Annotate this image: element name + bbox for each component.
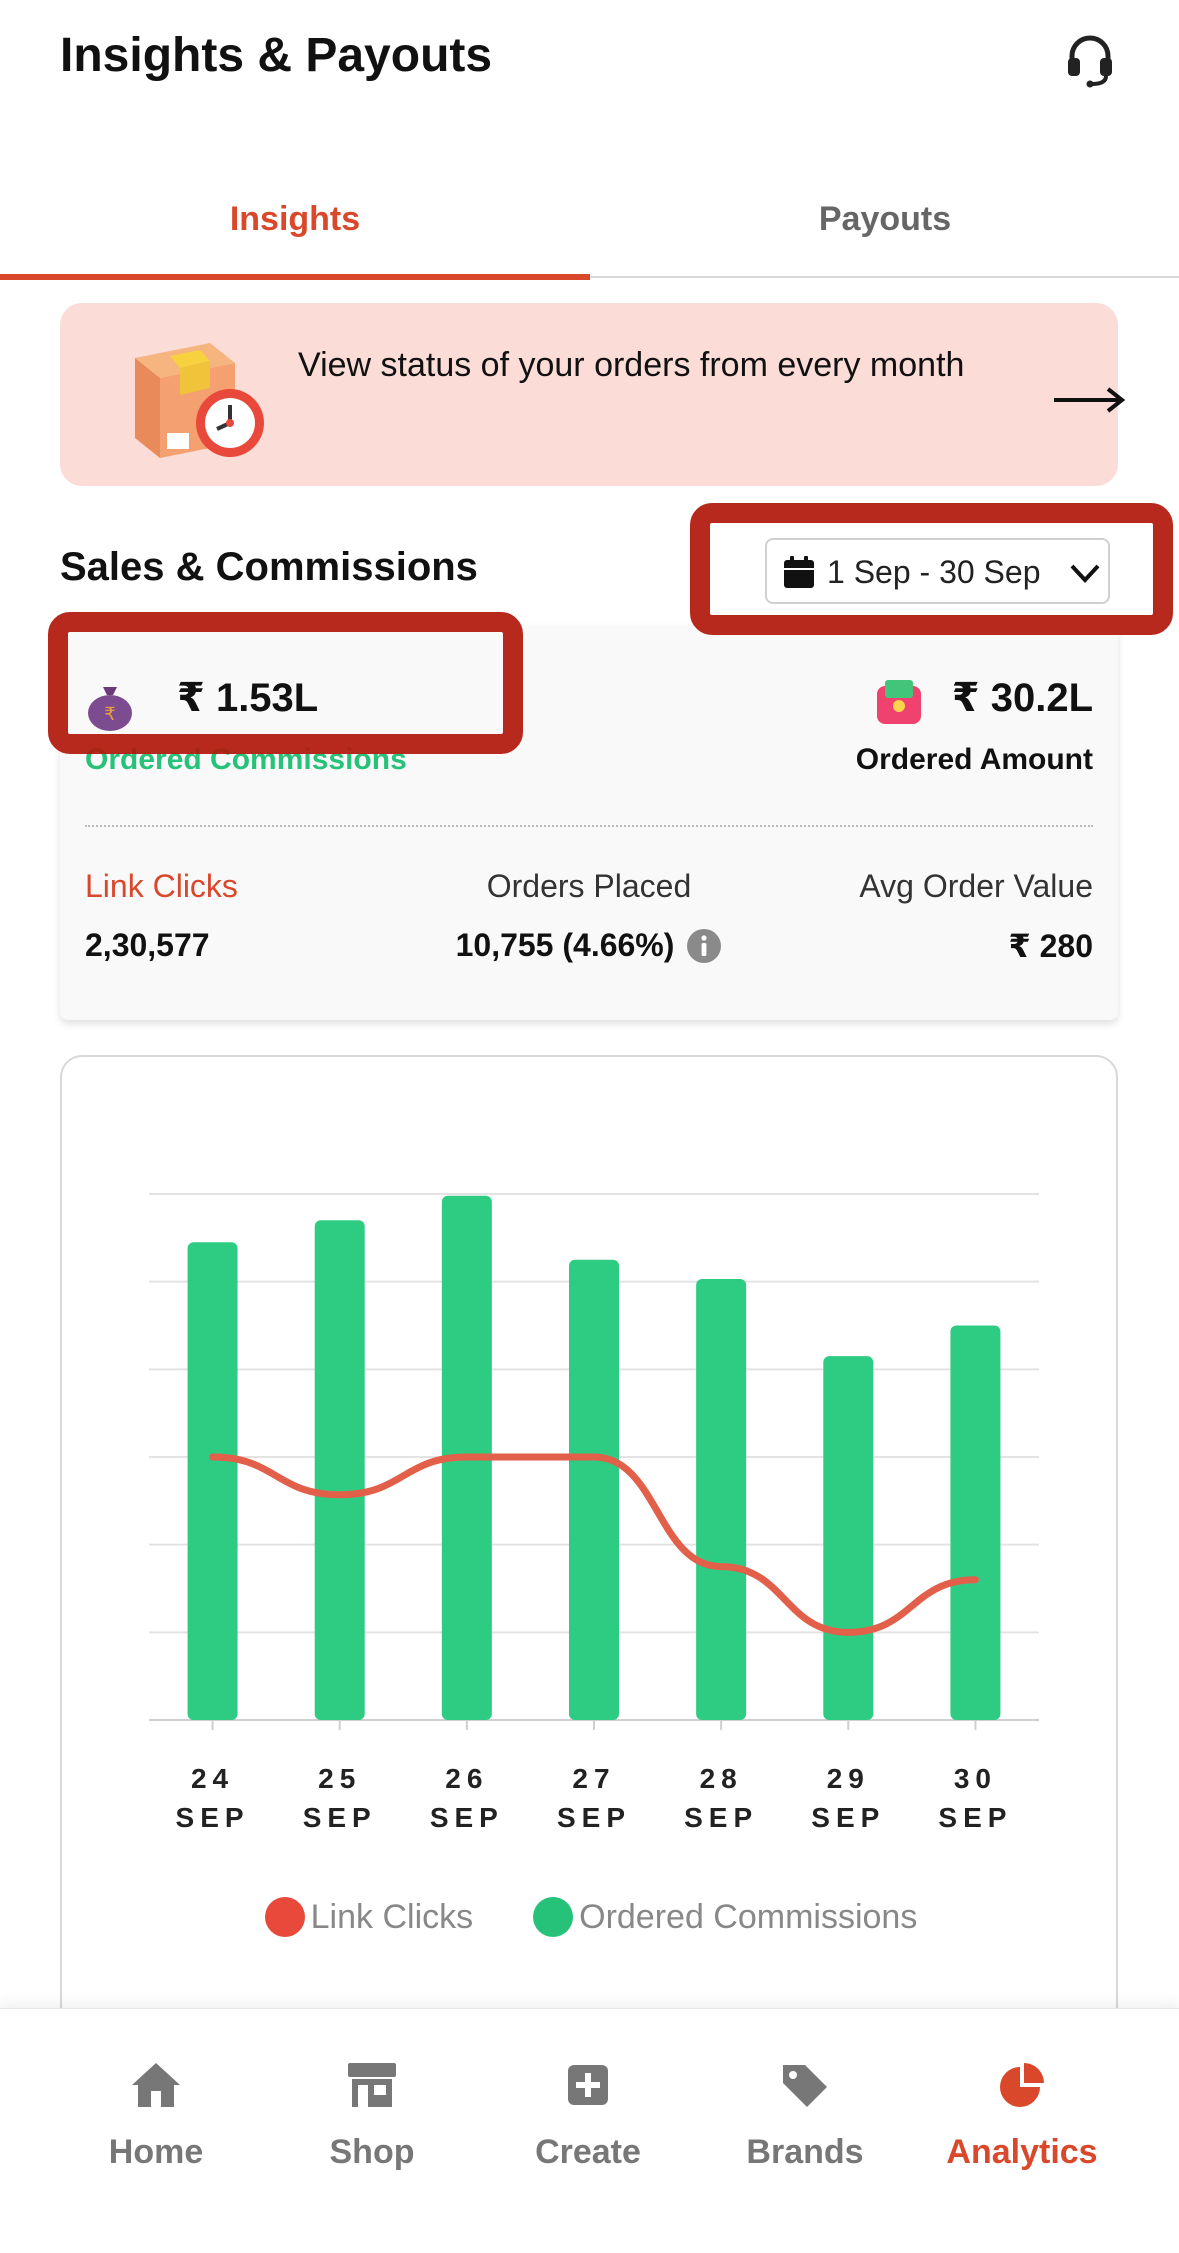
nav-create-label: Create [535, 2133, 641, 2171]
chart-line-link-clicks[interactable] [209, 1453, 979, 1636]
chart-x-label-day: 25 [318, 1763, 361, 1794]
highlight-mark [48, 612, 523, 754]
nav-analytics[interactable]: Analytics [922, 2059, 1122, 2172]
nav-shop-label: Shop [329, 2133, 415, 2171]
legend-item-ordered-commissions[interactable]: Ordered Commissions [533, 1897, 917, 1937]
headset-icon[interactable] [1060, 28, 1120, 88]
app-header: Insights & Payouts [0, 0, 1179, 120]
link-clicks-label: Link Clicks [85, 868, 238, 904]
chart-x-label-month: SEP [430, 1802, 504, 1833]
chart-x-label-day: 30 [954, 1763, 997, 1794]
orders-placed-metric: Orders Placed 10,755 (4.66%) [60, 868, 1118, 964]
orders-placed-label: Orders Placed [486, 868, 692, 904]
link-clicks-value: 2,30,577 [85, 927, 210, 963]
legend-dot-red [264, 1897, 305, 1937]
svg-text:₹: ₹ [104, 704, 115, 725]
tab-bar: Insights Payouts [0, 160, 1179, 280]
highlight-mark [690, 503, 1173, 635]
calendar-icon [784, 556, 814, 588]
chart-bar-27[interactable] [569, 1259, 619, 1720]
ordered-commissions-value: ₹ 1.53L [177, 676, 319, 720]
order-status-banner[interactable]: View status of your orders from every mo… [60, 303, 1126, 486]
arrow-right-icon [1054, 387, 1126, 413]
tab-payouts[interactable]: Payouts [590, 160, 1179, 278]
create-plus-icon [568, 2065, 608, 2105]
legend-label-ordered-commissions: Ordered Commissions [579, 1897, 918, 1936]
stats-divider [85, 825, 1093, 827]
sales-chart: 24 SEP 25 SEP 26 SEP 27 SEP 28 SEP 29 SEP 30 SEP [149, 1193, 1039, 1833]
avg-order-value-metric: Avg Order Value ₹ 280 [859, 868, 1093, 965]
pie-chart-icon [1000, 2063, 1044, 2107]
sales-commissions-title: Sales & Commissions [60, 545, 478, 589]
chart-x-label-month: SEP [303, 1802, 377, 1833]
orders-placed-value: 10,755 (4.66%) [455, 927, 675, 963]
chart-bar-28[interactable] [696, 1279, 747, 1720]
chart-bar-25[interactable] [314, 1220, 365, 1720]
nav-home[interactable]: Home [56, 2059, 256, 2172]
money-bag-icon: ₹ [88, 687, 132, 731]
avg-order-value-label: Avg Order Value [859, 868, 1093, 904]
date-range-label: 1 Sep - 30 Sep [827, 554, 1041, 590]
chart-x-label-month: SEP [557, 1802, 631, 1833]
chart-legend: Link Clicks Ordered Commissions [62, 1897, 1120, 1937]
package-clock-icon [135, 343, 264, 458]
active-tab-indicator [0, 274, 590, 280]
tab-insights-label: Insights [229, 199, 361, 238]
legend-item-link-clicks[interactable]: Link Clicks [264, 1897, 474, 1937]
nav-shop[interactable]: Shop [272, 2059, 472, 2172]
orders-placed-value-row: 10,755 (4.66%) [456, 927, 723, 964]
wallet-icon [877, 680, 921, 724]
chart-x-label-month: SEP [811, 1802, 885, 1833]
info-icon[interactable] [686, 928, 722, 964]
nav-brands-label: Brands [746, 2133, 864, 2171]
nav-analytics-label: Analytics [946, 2133, 1098, 2171]
chart-x-label-day: 29 [827, 1763, 870, 1794]
bottom-navigation: Home Shop Create Brands Analytics [0, 2008, 1179, 2253]
avg-order-value: ₹ 280 [1008, 928, 1093, 964]
chart-x-label-month: SEP [176, 1802, 250, 1833]
nav-brands[interactable]: Brands [705, 2059, 905, 2172]
banner-text: View status of your orders from every mo… [298, 346, 965, 384]
ordered-amount-label: Ordered Amount [855, 743, 1093, 776]
date-range-picker[interactable]: 1 Sep - 30 Sep [765, 538, 1110, 604]
tab-payouts-label: Payouts [818, 199, 952, 238]
chart-x-label-day: 26 [445, 1763, 488, 1794]
nav-create[interactable]: Create [488, 2059, 688, 2172]
chart-bar-24[interactable] [187, 1242, 238, 1720]
ordered-amount-value: ₹ 30.2L [951, 676, 1093, 720]
chart-bar-29[interactable] [823, 1356, 874, 1720]
sales-chart-card: 24 SEP 25 SEP 26 SEP 27 SEP 28 SEP 29 SEP 30 SEP Link… [60, 1055, 1118, 2055]
chart-x-label-month: SEP [938, 1802, 1012, 1833]
chart-bar-30[interactable] [950, 1325, 1001, 1721]
legend-label-link-clicks: Link Clicks [310, 1897, 474, 1936]
chart-x-label-day: 24 [191, 1763, 234, 1794]
chart-x-label-day: 28 [700, 1763, 743, 1794]
shop-icon [348, 2063, 396, 2107]
nav-home-label: Home [108, 2133, 204, 2171]
link-clicks-metric: Link Clicks 2,30,577 [85, 868, 238, 964]
chart-x-label-month: SEP [684, 1802, 758, 1833]
page-title: Insights & Payouts [60, 29, 493, 82]
tab-insights[interactable]: Insights [0, 160, 590, 280]
sales-stats-card: ₹ ₹ 1.53L Ordered Commissions ₹ 30.2L Or… [60, 625, 1118, 1020]
chevron-down-icon [1070, 564, 1100, 583]
legend-dot-green [533, 1897, 574, 1937]
chart-x-label-day: 27 [572, 1763, 615, 1794]
home-icon [132, 2063, 180, 2107]
tags-icon [783, 2065, 827, 2107]
